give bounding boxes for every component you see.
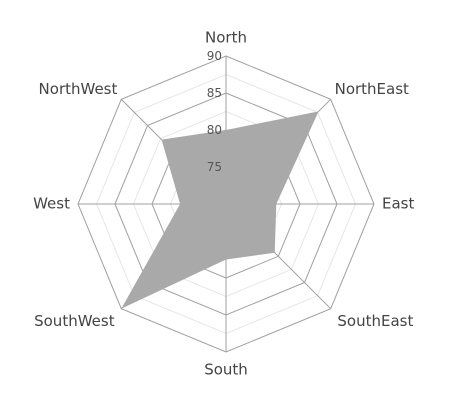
radar-series — [121, 111, 319, 309]
tick-label: 90 — [207, 49, 222, 63]
radial-ticks: 75 80 85 90 — [207, 49, 222, 174]
category-label: SouthWest — [34, 312, 115, 330]
category-label: East — [382, 195, 414, 213]
category-label: South — [204, 361, 248, 379]
tick-label: 75 — [207, 160, 222, 174]
series-area — [121, 111, 319, 309]
tick-label: 85 — [207, 86, 222, 100]
category-label: West — [33, 195, 70, 213]
category-label: North — [205, 29, 247, 47]
category-label: NorthWest — [39, 80, 118, 98]
category-labels: North NorthEast East SouthEast South SouthWes… — [33, 29, 414, 379]
category-label: NorthEast — [335, 80, 409, 98]
category-label: SouthEast — [337, 312, 413, 330]
tick-label: 80 — [207, 123, 222, 137]
